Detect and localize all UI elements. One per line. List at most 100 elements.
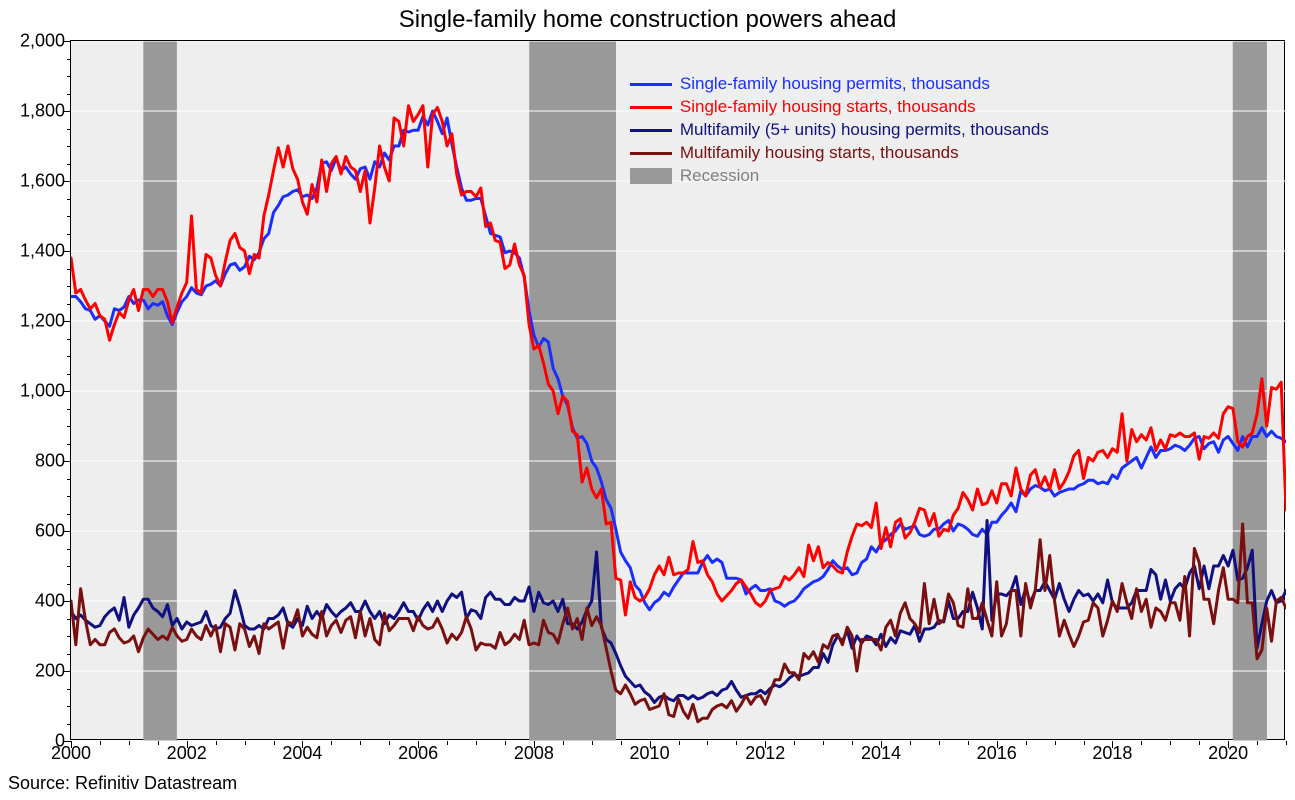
y-minor-tick bbox=[67, 304, 71, 305]
y-minor-tick bbox=[67, 479, 71, 480]
y-minor-tick bbox=[67, 706, 71, 707]
x-minor-tick bbox=[968, 741, 969, 745]
x-tick bbox=[302, 741, 303, 748]
legend-label: Single-family housing starts, thousands bbox=[680, 96, 976, 119]
x-tick bbox=[765, 741, 766, 748]
x-minor-tick bbox=[1286, 741, 1287, 745]
x-minor-tick bbox=[447, 741, 448, 745]
x-minor-tick bbox=[1084, 741, 1085, 745]
x-minor-tick bbox=[331, 741, 332, 745]
x-minor-tick bbox=[679, 741, 680, 745]
x-minor-tick bbox=[707, 741, 708, 745]
x-minor-tick bbox=[939, 741, 940, 745]
y-minor-tick bbox=[67, 59, 71, 60]
y-minor-tick bbox=[67, 356, 71, 357]
x-minor-tick bbox=[621, 741, 622, 745]
x-minor-tick bbox=[216, 741, 217, 745]
legend-label: Recession bbox=[680, 165, 759, 188]
x-minor-tick bbox=[505, 741, 506, 745]
y-minor-tick bbox=[67, 724, 71, 725]
x-tick bbox=[650, 741, 651, 748]
y-minor-tick bbox=[67, 584, 71, 585]
x-tick bbox=[418, 741, 419, 748]
y-minor-tick bbox=[67, 619, 71, 620]
y-minor-tick bbox=[67, 409, 71, 410]
y-minor-tick bbox=[67, 269, 71, 270]
x-tick bbox=[187, 741, 188, 748]
x-minor-tick bbox=[1141, 741, 1142, 745]
y-minor-tick bbox=[67, 199, 71, 200]
y-minor-tick bbox=[67, 129, 71, 130]
x-minor-tick bbox=[100, 741, 101, 745]
y-minor-tick bbox=[67, 286, 71, 287]
x-minor-tick bbox=[1199, 741, 1200, 745]
y-minor-tick bbox=[67, 94, 71, 95]
y-tick bbox=[64, 251, 71, 252]
x-minor-tick bbox=[1170, 741, 1171, 745]
source-label: Source: Refinitiv Datastream bbox=[8, 773, 237, 794]
y-tick bbox=[64, 671, 71, 672]
y-minor-tick bbox=[67, 549, 71, 550]
legend-item: Single-family housing starts, thousands bbox=[630, 96, 1049, 119]
y-tick bbox=[64, 601, 71, 602]
y-minor-tick bbox=[67, 566, 71, 567]
legend-item: Multifamily (5+ units) housing permits, … bbox=[630, 119, 1049, 142]
legend-item: Multifamily housing starts, thousands bbox=[630, 142, 1049, 165]
x-minor-tick bbox=[910, 741, 911, 745]
series-mf_permits bbox=[71, 521, 1286, 703]
y-minor-tick bbox=[67, 339, 71, 340]
y-minor-tick bbox=[67, 689, 71, 690]
x-minor-tick bbox=[158, 741, 159, 745]
x-minor-tick bbox=[1257, 741, 1258, 745]
y-minor-tick bbox=[67, 496, 71, 497]
x-minor-tick bbox=[794, 741, 795, 745]
legend-line bbox=[630, 106, 672, 109]
x-minor-tick bbox=[274, 741, 275, 745]
y-tick bbox=[64, 181, 71, 182]
chart-title: Single-family home construction powers a… bbox=[0, 6, 1295, 34]
legend-label: Multifamily (5+ units) housing permits, … bbox=[680, 119, 1049, 142]
x-tick bbox=[534, 741, 535, 748]
x-tick bbox=[1112, 741, 1113, 748]
y-minor-tick bbox=[67, 216, 71, 217]
x-minor-tick bbox=[1026, 741, 1027, 745]
y-minor-tick bbox=[67, 164, 71, 165]
y-tick bbox=[64, 321, 71, 322]
legend-label: Multifamily housing starts, thousands bbox=[680, 142, 959, 165]
y-minor-tick bbox=[67, 514, 71, 515]
x-tick bbox=[1228, 741, 1229, 748]
legend-label: Single-family housing permits, thousands bbox=[680, 73, 990, 96]
chart-container: Single-family home construction powers a… bbox=[0, 0, 1295, 800]
x-tick bbox=[881, 741, 882, 748]
x-minor-tick bbox=[360, 741, 361, 745]
x-minor-tick bbox=[245, 741, 246, 745]
x-minor-tick bbox=[129, 741, 130, 745]
y-minor-tick bbox=[67, 654, 71, 655]
y-minor-tick bbox=[67, 146, 71, 147]
legend-line bbox=[630, 152, 672, 155]
y-minor-tick bbox=[67, 444, 71, 445]
y-tick bbox=[64, 111, 71, 112]
y-tick bbox=[64, 41, 71, 42]
x-tick bbox=[71, 741, 72, 748]
plot-area: Single-family housing permits, thousands… bbox=[70, 40, 1285, 740]
legend-item: Single-family housing permits, thousands bbox=[630, 73, 1049, 96]
x-minor-tick bbox=[1055, 741, 1056, 745]
legend-item: Recession bbox=[630, 165, 1049, 188]
x-tick bbox=[997, 741, 998, 748]
legend-line bbox=[630, 83, 672, 86]
y-tick bbox=[64, 461, 71, 462]
x-minor-tick bbox=[476, 741, 477, 745]
series-mf_starts bbox=[71, 524, 1286, 722]
x-minor-tick bbox=[563, 741, 564, 745]
y-minor-tick bbox=[67, 426, 71, 427]
x-minor-tick bbox=[592, 741, 593, 745]
y-tick bbox=[64, 391, 71, 392]
legend: Single-family housing permits, thousands… bbox=[630, 73, 1049, 188]
y-minor-tick bbox=[67, 636, 71, 637]
legend-swatch bbox=[630, 168, 672, 184]
x-minor-tick bbox=[736, 741, 737, 745]
y-minor-tick bbox=[67, 234, 71, 235]
x-minor-tick bbox=[823, 741, 824, 745]
x-minor-tick bbox=[389, 741, 390, 745]
